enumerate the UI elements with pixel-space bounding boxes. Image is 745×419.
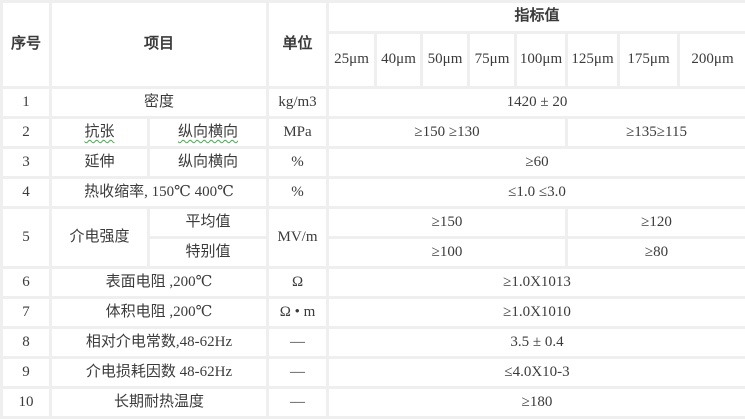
col-header-item: 项目 [51, 2, 268, 88]
row8-item: 相对介电常数,48-62Hz [51, 328, 268, 358]
row2-value-thick: ≥135≥115 [567, 118, 745, 148]
row5-sub-item-special: 特别值 [149, 238, 268, 268]
row7-serial: 7 [2, 298, 51, 328]
col-header-serial: 序号 [2, 2, 51, 88]
row3-serial: 3 [2, 148, 51, 178]
row2-sub-item-label: 纵向横向 [178, 124, 238, 140]
col-header-200um: 200μm [679, 33, 745, 88]
col-header-75um: 75μm [469, 33, 516, 88]
row9-unit: — [268, 358, 328, 388]
table-row-tensile: 2 抗张 纵向横向 MPa ≥150 ≥130 ≥135≥115 [2, 118, 745, 148]
col-header-100um: 100μm [516, 33, 567, 88]
row4-value: ≤1.0 ≤3.0 [328, 178, 745, 208]
row1-unit: kg/m3 [268, 88, 328, 118]
row8-serial: 8 [2, 328, 51, 358]
table-row-volume-resistance: 7 体积电阻 ,200℃ Ω • m ≥1.0X1010 [2, 298, 745, 328]
row7-value: ≥1.0X1010 [328, 298, 745, 328]
row5-average-thick: ≥120 [567, 208, 745, 238]
col-header-unit: 单位 [268, 2, 328, 88]
row5-special-thick: ≥80 [567, 238, 745, 268]
row7-unit: Ω • m [268, 298, 328, 328]
row5-sub-item-average: 平均值 [149, 208, 268, 238]
row4-item: 热收缩率, 150℃ 400℃ [51, 178, 268, 208]
row5-item: 介电强度 [51, 208, 149, 268]
row1-value: 1420 ± 20 [328, 88, 745, 118]
table-row-surface-resistance: 6 表面电阻 ,200℃ Ω ≥1.0X1013 [2, 268, 745, 298]
row4-unit: % [268, 178, 328, 208]
table-row-elongation: 3 延伸 纵向横向 % ≥60 [2, 148, 745, 178]
row6-unit: Ω [268, 268, 328, 298]
col-header-40um: 40μm [376, 33, 422, 88]
table-row-dissipation-factor: 9 介电损耗因数 48-62Hz — ≤4.0X10-3 [2, 358, 745, 388]
header-row-top: 序号 项目 单位 指标值 [2, 2, 745, 33]
row1-serial: 1 [2, 88, 51, 118]
row2-sub-item: 纵向横向 [149, 118, 268, 148]
row2-item: 抗张 [51, 118, 149, 148]
row2-item-label: 抗张 [84, 124, 114, 140]
table-row-shrinkage: 4 热收缩率, 150℃ 400℃ % ≤1.0 ≤3.0 [2, 178, 745, 208]
row3-sub-item: 纵向横向 [149, 148, 268, 178]
row5-average-thin: ≥150 [328, 208, 567, 238]
table-row-heat-resistance: 10 长期耐热温度 — ≥180 [2, 388, 745, 418]
table-row-density: 1 密度 kg/m3 1420 ± 20 [2, 88, 745, 118]
row2-value-thin: ≥150 ≥130 [328, 118, 567, 148]
col-header-index-value: 指标值 [328, 2, 745, 33]
row3-unit: % [268, 148, 328, 178]
row6-item: 表面电阻 ,200℃ [51, 268, 268, 298]
row6-serial: 6 [2, 268, 51, 298]
col-header-50um: 50μm [422, 33, 469, 88]
row7-item: 体积电阻 ,200℃ [51, 298, 268, 328]
row3-value: ≥60 [328, 148, 745, 178]
col-header-125um: 125μm [567, 33, 619, 88]
row2-serial: 2 [2, 118, 51, 148]
table-row-permittivity: 8 相对介电常数,48-62Hz — 3.5 ± 0.4 [2, 328, 745, 358]
row1-item: 密度 [51, 88, 268, 118]
table-row-dielectric-average: 5 介电强度 平均值 MV/m ≥150 ≥120 [2, 208, 745, 238]
row9-item: 介电损耗因数 48-62Hz [51, 358, 268, 388]
row8-value: 3.5 ± 0.4 [328, 328, 745, 358]
row6-value: ≥1.0X1013 [328, 268, 745, 298]
col-header-175um: 175μm [619, 33, 679, 88]
col-header-25um: 25μm [328, 33, 376, 88]
row5-unit: MV/m [268, 208, 328, 268]
row4-serial: 4 [2, 178, 51, 208]
row9-serial: 9 [2, 358, 51, 388]
row5-special-thin: ≥100 [328, 238, 567, 268]
row3-item: 延伸 [51, 148, 149, 178]
row8-unit: — [268, 328, 328, 358]
row5-serial: 5 [2, 208, 51, 268]
row10-item: 长期耐热温度 [51, 388, 268, 418]
row9-value: ≤4.0X10-3 [328, 358, 745, 388]
row10-value: ≥180 [328, 388, 745, 418]
row2-unit: MPa [268, 118, 328, 148]
row10-serial: 10 [2, 388, 51, 418]
row10-unit: — [268, 388, 328, 418]
